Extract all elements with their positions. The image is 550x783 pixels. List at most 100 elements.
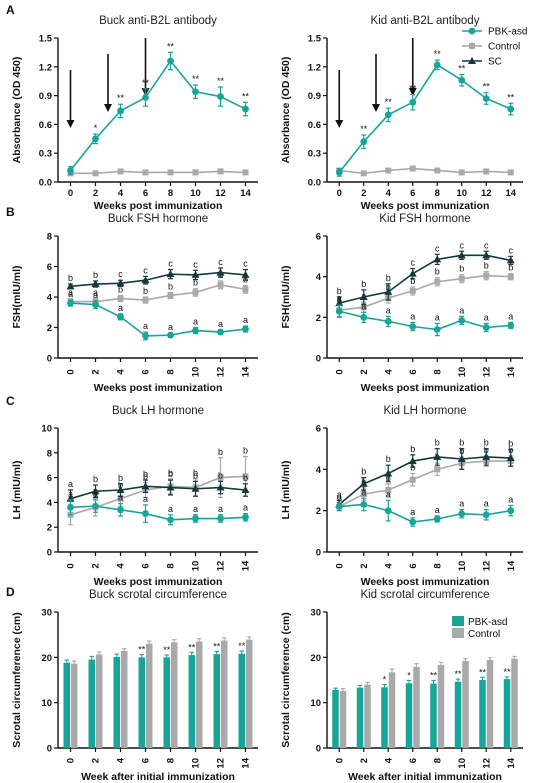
data-point: [67, 503, 74, 511]
chart-title: Kid scrotal circumference: [360, 589, 489, 601]
bar-pbk-asd: [430, 683, 437, 748]
data-point: [192, 88, 199, 96]
significance-label: b: [243, 473, 248, 483]
x-tick-label: 6: [410, 188, 415, 199]
bar-pbk-asd: [63, 662, 70, 748]
data-point: [217, 93, 224, 100]
data-point: [192, 515, 199, 522]
y-tick-label: 0.9: [308, 91, 321, 102]
y-tick-label: 20: [310, 653, 321, 664]
significance-label: **: [434, 49, 442, 59]
series-control: [336, 165, 514, 177]
bar-pbk-asd: [213, 654, 220, 748]
x-axis-label: Week after initial immunization: [348, 771, 502, 783]
significance-label: a: [68, 479, 73, 489]
data-point: [117, 168, 124, 175]
significance-label: **: [238, 641, 246, 651]
data-point: [192, 327, 199, 334]
x-tick-label: 8: [166, 563, 177, 568]
x-tick-label: 14: [240, 188, 251, 199]
y-tick-label: 2: [47, 523, 52, 534]
significance-label: b: [218, 447, 223, 457]
significance-label: c: [484, 240, 489, 250]
data-point: [458, 510, 466, 518]
data-point: [92, 301, 99, 309]
data-point: [507, 322, 515, 329]
series-line: [338, 456, 511, 506]
y-tick-label: 1.5: [308, 34, 322, 45]
data-point: [217, 168, 224, 175]
panel-letter-B: B: [6, 205, 15, 219]
significance-label: b: [168, 469, 173, 479]
y-tick-label: 4: [316, 272, 322, 283]
x-tick-label: 6: [408, 563, 419, 568]
x-tick-label: 14: [241, 366, 252, 377]
x-tick-label: 10: [190, 188, 201, 199]
immunization-arrowhead: [335, 120, 344, 128]
data-point: [360, 491, 367, 498]
data-point: [117, 506, 124, 514]
significance-label: b: [143, 469, 148, 479]
y-tick-label: 30: [310, 608, 321, 619]
significance-label: **: [242, 91, 250, 101]
x-tick-label: 14: [241, 560, 252, 571]
data-point: [482, 324, 490, 331]
x-tick-label: 12: [481, 188, 492, 199]
chart-title: Kid anti-B2L antibody: [371, 15, 480, 27]
x-tick-label: 10: [191, 561, 202, 572]
data-point: [142, 169, 149, 176]
x-tick-label: 10: [457, 561, 468, 572]
significance-label: b: [410, 444, 415, 454]
data-point: [409, 323, 417, 330]
data-point: [335, 299, 344, 307]
x-tick-label: 6: [408, 758, 419, 763]
series-line: [338, 460, 511, 508]
significance-label: *: [383, 675, 387, 685]
significance-label: b: [484, 438, 489, 448]
chart-title: Kid LH hormone: [383, 405, 466, 417]
chart-title: Buck scrotal circumference: [89, 589, 227, 601]
data-point: [384, 111, 392, 119]
data-point: [192, 289, 199, 296]
series-pbk-asd: ** ** ** ** ** ** **: [335, 49, 515, 177]
bar-control: [221, 640, 228, 748]
immunization-arrowhead: [372, 104, 380, 112]
significance-label: a: [459, 499, 464, 509]
x-tick-label: 12: [481, 758, 492, 769]
y-tick-label: 0.0: [308, 178, 321, 189]
significance-label: b: [361, 467, 366, 477]
x-tick-label: 0: [334, 563, 345, 568]
bar-control: [413, 666, 420, 748]
significance-label: a: [243, 315, 248, 325]
bar-control: [364, 684, 371, 748]
data-point: [167, 292, 174, 299]
data-point: [409, 98, 417, 106]
significance-label: a: [459, 305, 464, 315]
y-tick-label: 20: [41, 653, 52, 664]
series-line: [70, 302, 246, 337]
data-point: [360, 313, 368, 321]
significance-label: c: [411, 258, 416, 268]
legend-label: Control: [488, 42, 520, 53]
data-point: [506, 453, 515, 461]
significance-label: c: [509, 245, 514, 255]
significance-label: b: [484, 261, 489, 271]
significance-label: **: [142, 78, 150, 88]
y-tick-label: 6: [316, 424, 321, 435]
x-tick-label: 12: [481, 561, 492, 572]
y-tick-label: 0.6: [308, 120, 321, 131]
data-point: [217, 281, 224, 288]
significance-label: a: [484, 499, 489, 509]
x-tick-label: 10: [191, 367, 202, 378]
significance-label: a: [243, 503, 248, 513]
x-axis-label: Weeks post immunization: [94, 576, 223, 588]
significance-label: a: [68, 489, 73, 499]
significance-label: b: [143, 472, 148, 482]
data-point: [217, 474, 224, 481]
immunization-arrowhead: [104, 104, 112, 112]
y-tick-label: 10: [310, 698, 321, 709]
significance-label: a: [337, 491, 342, 501]
significance-label: **: [430, 670, 438, 680]
data-point: [385, 487, 392, 493]
